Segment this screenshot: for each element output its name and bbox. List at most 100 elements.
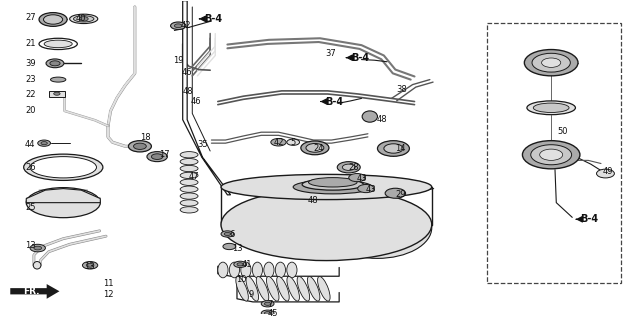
Text: 14: 14 bbox=[396, 144, 406, 153]
Ellipse shape bbox=[236, 277, 248, 301]
Text: 28: 28 bbox=[348, 163, 359, 172]
Circle shape bbox=[524, 49, 578, 76]
Circle shape bbox=[134, 143, 147, 149]
Text: B-4: B-4 bbox=[204, 14, 222, 24]
Text: 48: 48 bbox=[182, 87, 193, 96]
Text: 7: 7 bbox=[268, 300, 273, 309]
Circle shape bbox=[174, 24, 182, 28]
Text: 10: 10 bbox=[236, 275, 246, 284]
Text: 42: 42 bbox=[274, 138, 285, 147]
Text: B-4: B-4 bbox=[580, 214, 598, 224]
Text: 13: 13 bbox=[84, 262, 94, 271]
Text: 42: 42 bbox=[180, 21, 191, 30]
Ellipse shape bbox=[362, 111, 378, 122]
Circle shape bbox=[44, 15, 63, 24]
Polygon shape bbox=[10, 284, 60, 299]
Circle shape bbox=[337, 162, 360, 173]
Ellipse shape bbox=[256, 277, 269, 301]
Circle shape bbox=[129, 141, 152, 152]
Ellipse shape bbox=[70, 14, 98, 24]
Text: 37: 37 bbox=[325, 49, 336, 58]
Ellipse shape bbox=[229, 262, 239, 278]
Ellipse shape bbox=[293, 180, 372, 194]
Ellipse shape bbox=[26, 188, 100, 218]
Circle shape bbox=[271, 138, 286, 146]
Circle shape bbox=[264, 302, 271, 305]
Circle shape bbox=[541, 58, 561, 67]
Circle shape bbox=[83, 262, 98, 269]
Text: 21: 21 bbox=[25, 40, 35, 48]
Ellipse shape bbox=[180, 200, 198, 206]
Text: 12: 12 bbox=[103, 290, 113, 299]
Text: 23: 23 bbox=[25, 75, 36, 84]
Ellipse shape bbox=[24, 154, 103, 181]
Ellipse shape bbox=[30, 157, 97, 178]
Ellipse shape bbox=[180, 159, 198, 165]
Circle shape bbox=[342, 164, 355, 170]
Ellipse shape bbox=[180, 152, 198, 158]
Text: B-4: B-4 bbox=[351, 53, 369, 63]
Text: 43: 43 bbox=[357, 174, 367, 183]
Circle shape bbox=[224, 233, 230, 235]
Text: 38: 38 bbox=[397, 85, 408, 94]
Circle shape bbox=[54, 92, 60, 95]
Text: 22: 22 bbox=[25, 90, 35, 99]
Circle shape bbox=[171, 22, 186, 29]
Circle shape bbox=[301, 141, 329, 155]
Circle shape bbox=[34, 246, 42, 250]
Text: 13: 13 bbox=[232, 243, 243, 253]
Text: B-4: B-4 bbox=[325, 97, 343, 107]
Circle shape bbox=[86, 263, 94, 267]
Ellipse shape bbox=[180, 165, 198, 172]
Text: 17: 17 bbox=[159, 150, 170, 159]
Ellipse shape bbox=[221, 174, 432, 200]
Circle shape bbox=[39, 12, 67, 26]
Circle shape bbox=[152, 154, 163, 160]
Text: 40: 40 bbox=[76, 14, 86, 23]
Ellipse shape bbox=[180, 186, 198, 192]
Ellipse shape bbox=[302, 179, 364, 190]
Text: FR.: FR. bbox=[23, 287, 40, 296]
Circle shape bbox=[264, 312, 271, 315]
Circle shape bbox=[237, 263, 243, 266]
Circle shape bbox=[79, 17, 88, 21]
Ellipse shape bbox=[252, 262, 262, 278]
Ellipse shape bbox=[246, 277, 259, 301]
Circle shape bbox=[522, 141, 580, 169]
Ellipse shape bbox=[287, 277, 300, 301]
Ellipse shape bbox=[33, 262, 41, 269]
Ellipse shape bbox=[533, 103, 569, 113]
Text: 47: 47 bbox=[189, 172, 200, 181]
Circle shape bbox=[38, 140, 51, 146]
Ellipse shape bbox=[74, 16, 94, 22]
Ellipse shape bbox=[307, 277, 320, 301]
Text: 24: 24 bbox=[314, 144, 324, 153]
Circle shape bbox=[50, 61, 60, 66]
Text: 29: 29 bbox=[396, 190, 406, 199]
Circle shape bbox=[384, 144, 403, 153]
Text: 49: 49 bbox=[602, 167, 612, 176]
Ellipse shape bbox=[51, 77, 66, 82]
Text: 20: 20 bbox=[25, 107, 35, 115]
Text: 13: 13 bbox=[25, 241, 36, 250]
Circle shape bbox=[261, 310, 274, 316]
Circle shape bbox=[46, 59, 64, 68]
Ellipse shape bbox=[39, 38, 77, 49]
Ellipse shape bbox=[221, 189, 432, 261]
Circle shape bbox=[385, 188, 406, 198]
Text: 6: 6 bbox=[229, 230, 235, 239]
Circle shape bbox=[223, 243, 236, 250]
Circle shape bbox=[531, 145, 572, 165]
Ellipse shape bbox=[527, 101, 575, 115]
Ellipse shape bbox=[266, 277, 279, 301]
Ellipse shape bbox=[275, 262, 285, 278]
Text: 48: 48 bbox=[376, 115, 387, 123]
Circle shape bbox=[147, 152, 168, 162]
Text: 11: 11 bbox=[103, 278, 113, 288]
Text: 46: 46 bbox=[191, 97, 202, 106]
Ellipse shape bbox=[308, 178, 357, 187]
Ellipse shape bbox=[323, 197, 432, 258]
Circle shape bbox=[261, 300, 274, 307]
Circle shape bbox=[596, 169, 614, 178]
Ellipse shape bbox=[44, 40, 72, 48]
